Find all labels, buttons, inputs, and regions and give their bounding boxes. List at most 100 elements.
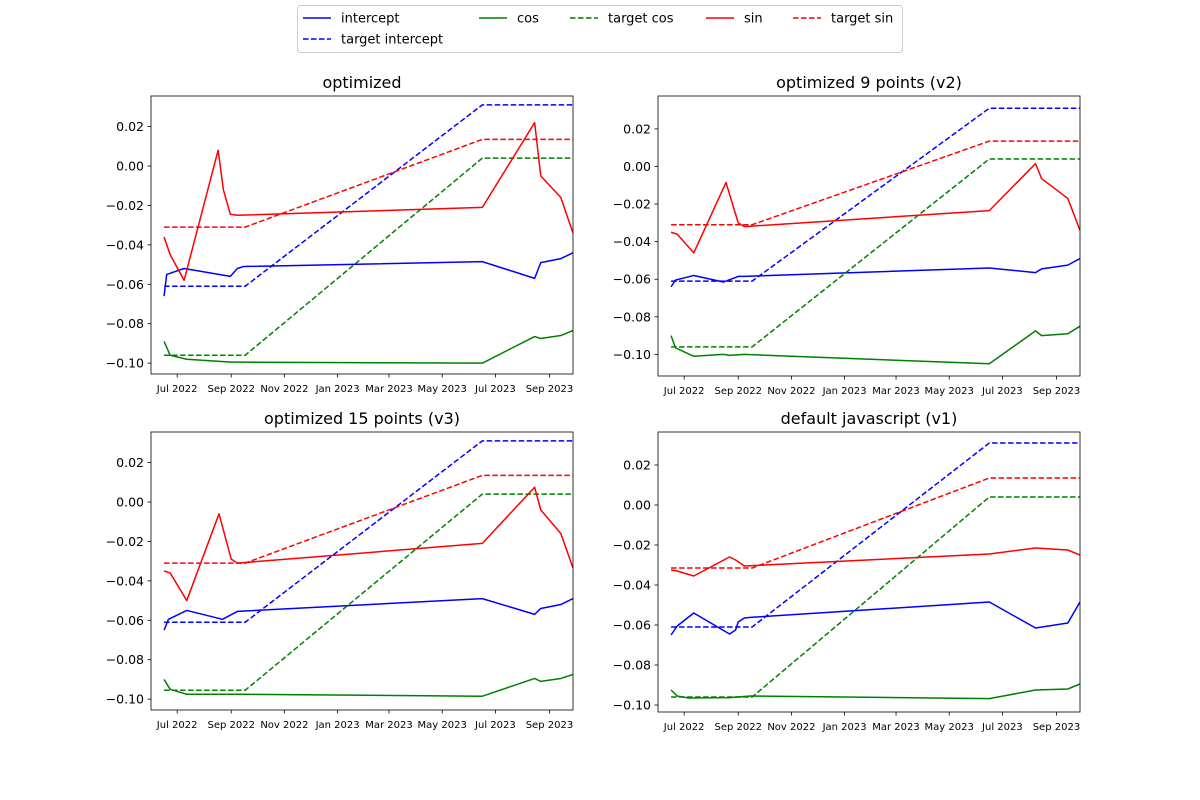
series-line-target-sin xyxy=(164,138,573,228)
axes-frame xyxy=(150,431,574,711)
y-tick-label: −0.08 xyxy=(613,309,651,324)
x-tick-label: Sep 2022 xyxy=(207,384,254,395)
y-tick-label: −0.04 xyxy=(106,237,144,252)
y-tick-label: −0.06 xyxy=(106,613,144,628)
series-group xyxy=(670,107,1080,365)
subplot-title: optimized xyxy=(322,73,401,92)
x-tick-label: Jul 2023 xyxy=(474,384,516,395)
x-tick-label: Mar 2023 xyxy=(872,722,920,733)
y-tick-label: −0.06 xyxy=(613,618,651,633)
x-tick-label: May 2023 xyxy=(418,384,467,395)
x-tick-label: Jan 2023 xyxy=(315,720,360,731)
legend-label: intercept xyxy=(341,12,400,27)
series-line-target-sin xyxy=(164,474,573,564)
legend-entry-sin: sin xyxy=(706,12,763,27)
legend-label: target sin xyxy=(831,12,893,27)
x-tick-label: Jul 2022 xyxy=(156,384,198,395)
y-tick-label: 0.02 xyxy=(116,455,144,470)
series-group xyxy=(670,442,1080,700)
x-tick-label: Jan 2023 xyxy=(315,384,360,395)
series-line-cos xyxy=(670,325,1080,365)
y-tick-label: 0.00 xyxy=(116,494,144,509)
x-tick-label: Jul 2022 xyxy=(663,722,705,733)
legend-entry-target-intercept: target intercept xyxy=(303,33,443,48)
y-tick-label: −0.02 xyxy=(613,538,651,553)
x-tick-label: Sep 2023 xyxy=(526,384,573,395)
x-tick-label: Sep 2023 xyxy=(1033,386,1080,397)
x-tick-label: Sep 2023 xyxy=(1033,722,1080,733)
series-line-target-intercept xyxy=(164,440,573,624)
series-line-target-intercept xyxy=(671,442,1080,628)
y-tick-label: −0.02 xyxy=(106,534,144,549)
subplot-title: optimized 9 points (v2) xyxy=(776,73,962,92)
y-tick-label: −0.04 xyxy=(106,573,144,588)
x-tick-label: Nov 2022 xyxy=(260,384,308,395)
x-tick-label: Jul 2022 xyxy=(156,720,198,731)
x-tick-label: May 2023 xyxy=(925,722,974,733)
x-tick-label: Jul 2023 xyxy=(474,720,516,731)
x-tick-label: May 2023 xyxy=(925,386,974,397)
y-tick-label: −0.08 xyxy=(106,652,144,667)
axes-frame xyxy=(657,95,1081,377)
x-tick-label: Mar 2023 xyxy=(365,720,413,731)
x-tick-label: Sep 2022 xyxy=(714,386,761,397)
y-tick-label: −0.04 xyxy=(613,234,651,249)
x-tick-label: Nov 2022 xyxy=(767,386,815,397)
series-line-target-cos xyxy=(671,496,1080,698)
series-line-target-intercept xyxy=(164,104,573,288)
y-tick-label: −0.06 xyxy=(106,277,144,292)
series-line-sin xyxy=(163,121,573,282)
x-tick-label: Sep 2023 xyxy=(526,720,573,731)
x-tick-label: Sep 2022 xyxy=(714,722,761,733)
subplot-optimized-9-points: optimized 9 points (v2) −0.10 −0.08 −0.06 −… xyxy=(613,73,1081,397)
legend-frame xyxy=(297,5,903,53)
series-line-target-sin xyxy=(671,140,1080,226)
y-tick-label: 0.02 xyxy=(116,119,144,134)
x-tick-label: Mar 2023 xyxy=(872,386,920,397)
legend: intercept cos target cos sin target sin … xyxy=(297,5,903,53)
legend-label: target cos xyxy=(608,12,674,27)
x-tick-label: Jul 2023 xyxy=(981,386,1023,397)
series-line-intercept xyxy=(670,257,1080,288)
series-line-cos xyxy=(163,329,573,364)
y-tick-label: −0.08 xyxy=(613,658,651,673)
subplot-default-javascript: default javascript (v1) −0.10 −0.08 −0.06 −… xyxy=(613,409,1081,733)
x-tick-label: Jul 2022 xyxy=(663,386,705,397)
subplot-title: default javascript (v1) xyxy=(781,409,958,428)
y-tick-label: −0.04 xyxy=(613,578,651,593)
series-line-intercept xyxy=(670,601,1080,636)
legend-label: sin xyxy=(744,12,763,27)
subplot-title: optimized 15 points (v3) xyxy=(264,409,460,428)
series-group xyxy=(163,440,573,697)
y-tick-label: −0.06 xyxy=(613,272,651,287)
x-tick-label: May 2023 xyxy=(418,720,467,731)
x-tick-label: Jan 2023 xyxy=(822,722,867,733)
legend-entry-target-cos: target cos xyxy=(570,12,674,27)
x-tick-label: Mar 2023 xyxy=(365,384,413,395)
series-line-sin xyxy=(670,162,1080,254)
axes-frame xyxy=(657,431,1081,713)
legend-entry-target-sin: target sin xyxy=(793,12,893,27)
x-tick-label: Nov 2022 xyxy=(767,722,815,733)
y-tick-label: −0.08 xyxy=(106,316,144,331)
subplot-optimized-15-points: optimized 15 points (v3) −0.10 −0.08 −0.06… xyxy=(106,409,574,731)
x-tick-label: Jul 2023 xyxy=(981,722,1023,733)
y-tick-label: 0.02 xyxy=(623,121,651,136)
series-line-intercept xyxy=(163,597,573,631)
y-tick-label: −0.10 xyxy=(106,692,144,707)
series-line-target-cos xyxy=(671,158,1080,348)
y-tick-label: 0.00 xyxy=(623,159,651,174)
y-tick-label: −0.10 xyxy=(613,698,651,713)
subplot-optimized: optimized −0.10 −0.08 −0.06 −0.04 −0.02 0.00 0… xyxy=(106,73,574,395)
y-tick-label: 0.00 xyxy=(116,158,144,173)
series-line-target-sin xyxy=(671,477,1080,569)
series-line-sin xyxy=(670,547,1080,577)
x-tick-label: Nov 2022 xyxy=(260,720,308,731)
y-tick-label: 0.00 xyxy=(623,498,651,513)
y-tick-label: −0.10 xyxy=(613,347,651,362)
y-tick-label: −0.02 xyxy=(613,197,651,212)
y-tick-label: 0.02 xyxy=(623,458,651,473)
axes-frame xyxy=(150,95,574,375)
